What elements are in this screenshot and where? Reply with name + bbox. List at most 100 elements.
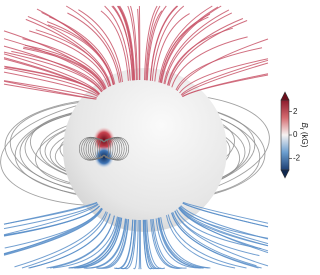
open-field-line <box>22 38 107 89</box>
open-field-line <box>3 204 99 236</box>
open-field-line <box>137 8 140 81</box>
open-field-line <box>158 5 213 83</box>
label-unit: (kG) <box>300 132 309 148</box>
open-field-line <box>167 18 244 86</box>
open-field-line <box>3 80 97 99</box>
open-field-line <box>3 203 99 230</box>
open-field-line <box>146 219 166 270</box>
open-field-line <box>150 219 182 269</box>
open-field-line <box>49 16 116 85</box>
open-field-line <box>4 207 103 249</box>
open-field-line <box>171 36 248 88</box>
open-field-line <box>3 208 103 256</box>
open-field-line <box>3 208 103 256</box>
open-field-line <box>3 38 105 91</box>
open-field-line <box>172 211 257 267</box>
open-field-line <box>182 202 269 228</box>
open-field-line <box>104 5 131 81</box>
open-field-line <box>100 10 129 81</box>
open-field-line <box>151 5 185 82</box>
open-field-line <box>29 213 111 269</box>
negative-spot <box>94 146 114 168</box>
spot-field-line <box>103 136 130 161</box>
open-field-line <box>68 217 120 269</box>
open-field-line <box>117 5 135 81</box>
open-field-line <box>35 29 111 87</box>
open-field-line <box>144 5 158 81</box>
open-field-line <box>3 45 103 93</box>
open-field-line <box>14 211 107 268</box>
open-field-line <box>100 219 130 269</box>
open-field-line <box>182 201 269 224</box>
open-field-line <box>138 219 141 270</box>
open-field-line <box>179 58 269 94</box>
open-field-line <box>146 10 163 81</box>
open-field-line <box>180 205 269 240</box>
colorbar-tick-label: 0 <box>293 130 298 139</box>
open-field-line <box>182 73 269 98</box>
open-field-line <box>174 210 269 267</box>
open-field-line <box>3 201 98 225</box>
open-field-line <box>164 12 233 85</box>
open-field-line <box>155 218 202 269</box>
open-field-line <box>3 67 99 96</box>
open-field-line <box>142 219 153 270</box>
open-field-line <box>77 217 123 269</box>
open-field-line <box>165 215 236 269</box>
positive-spot <box>93 127 115 153</box>
open-field-line <box>23 47 106 90</box>
open-field-line <box>150 5 179 81</box>
open-field-line <box>116 5 134 81</box>
open-field-line <box>145 5 161 81</box>
open-field-line <box>133 219 139 270</box>
open-field-line <box>52 216 118 269</box>
open-field-line <box>176 38 269 92</box>
open-field-line <box>161 5 222 84</box>
open-field-line <box>120 219 136 270</box>
open-field-line <box>4 65 100 95</box>
open-field-line <box>160 6 219 83</box>
label-subscript: r <box>298 128 304 130</box>
spot-field-line <box>78 136 105 161</box>
open-field-line <box>139 219 142 270</box>
open-field-line <box>178 207 269 254</box>
open-field-line <box>154 13 190 82</box>
open-field-line <box>3 53 101 95</box>
open-field-line <box>167 214 247 269</box>
open-field-line <box>29 30 110 88</box>
colorbar-bottom <box>280 169 290 179</box>
open-field-line <box>180 59 269 96</box>
star <box>63 68 227 232</box>
colorbar-tick-label: 2 <box>293 107 298 116</box>
open-field-line <box>65 5 122 83</box>
open-field-line <box>3 80 97 100</box>
open-field-line <box>130 5 138 81</box>
open-field-line <box>175 47 263 91</box>
open-field-line <box>124 219 137 270</box>
open-field-line <box>146 5 167 81</box>
open-field-line <box>11 50 104 92</box>
open-field-line <box>163 9 230 84</box>
open-field-line <box>78 9 123 83</box>
colorbar: Br (kG) 2 0 -2 <box>280 91 309 179</box>
open-field-line <box>96 218 128 269</box>
open-field-line <box>3 205 100 237</box>
open-field-line <box>46 215 115 269</box>
colorbar-body <box>280 99 290 171</box>
open-field-line <box>178 206 269 247</box>
open-field-line <box>152 218 187 269</box>
field-lines-front <box>3 5 269 270</box>
label-symbol: B <box>300 123 309 129</box>
open-field-line <box>181 62 269 96</box>
open-field-line <box>21 212 108 269</box>
open-field-line <box>158 217 204 269</box>
open-field-line <box>3 71 98 97</box>
open-field-line <box>111 5 134 81</box>
open-field-line <box>46 21 115 85</box>
open-field-line <box>160 217 211 269</box>
open-field-line <box>119 5 136 81</box>
open-field-line <box>168 20 248 87</box>
colorbar-tick-label: -2 <box>293 153 301 162</box>
open-field-line <box>127 5 137 81</box>
